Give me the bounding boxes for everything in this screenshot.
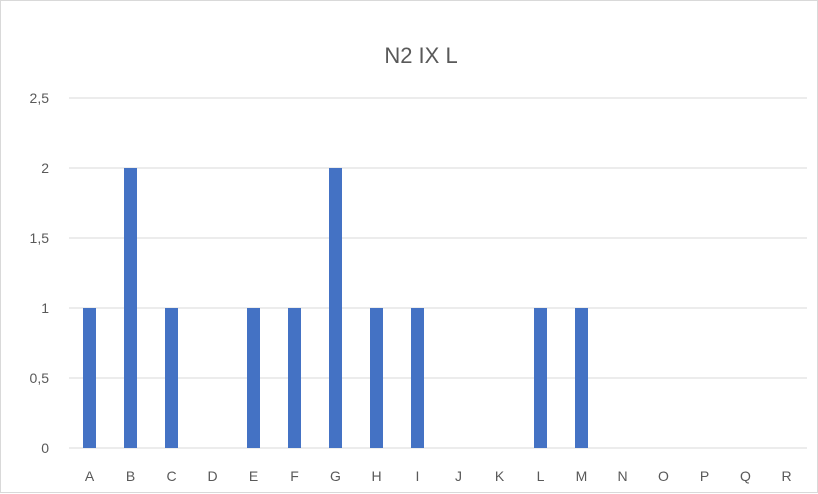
x-tick-label: J — [455, 468, 462, 484]
bar-H — [370, 308, 383, 448]
gridlines — [69, 97, 807, 449]
bar-E — [247, 308, 260, 448]
y-tick-label: 0,5 — [30, 370, 50, 386]
y-tick-label: 2 — [41, 160, 49, 176]
x-tick-label: I — [416, 468, 420, 484]
bar-F — [288, 308, 301, 448]
y-tick-label: 1 — [41, 300, 49, 316]
x-tick-label: M — [576, 468, 588, 484]
bars — [83, 168, 588, 448]
x-tick-label: E — [249, 468, 258, 484]
x-tick-label: C — [166, 468, 176, 484]
x-tick-label: R — [781, 468, 791, 484]
bar-M — [575, 308, 588, 448]
y-axis-ticks: 0 0,5 1 1,5 2 2,5 — [30, 90, 50, 456]
x-tick-label: G — [330, 468, 341, 484]
x-tick-label: Q — [740, 468, 751, 484]
bar-C — [165, 308, 178, 448]
bar-L — [534, 308, 547, 448]
x-tick-label: K — [495, 468, 505, 484]
y-tick-label: 2,5 — [30, 90, 50, 106]
chart-title: N2 IX L — [384, 43, 457, 68]
bar-I — [411, 308, 424, 448]
x-tick-label: P — [700, 468, 709, 484]
x-tick-label: N — [617, 468, 627, 484]
bar-A — [83, 308, 96, 448]
x-tick-label: H — [371, 468, 381, 484]
bar-B — [124, 168, 137, 448]
x-tick-label: A — [85, 468, 95, 484]
x-tick-label: D — [207, 468, 217, 484]
y-tick-label: 0 — [41, 440, 49, 456]
x-tick-label: O — [658, 468, 669, 484]
bar-G — [329, 168, 342, 448]
x-tick-label: F — [290, 468, 299, 484]
y-tick-label: 1,5 — [30, 230, 50, 246]
x-tick-label: L — [537, 468, 545, 484]
x-axis-ticks: A B C D E F G H I J K L M N O P Q R — [85, 468, 792, 484]
x-tick-label: B — [126, 468, 135, 484]
